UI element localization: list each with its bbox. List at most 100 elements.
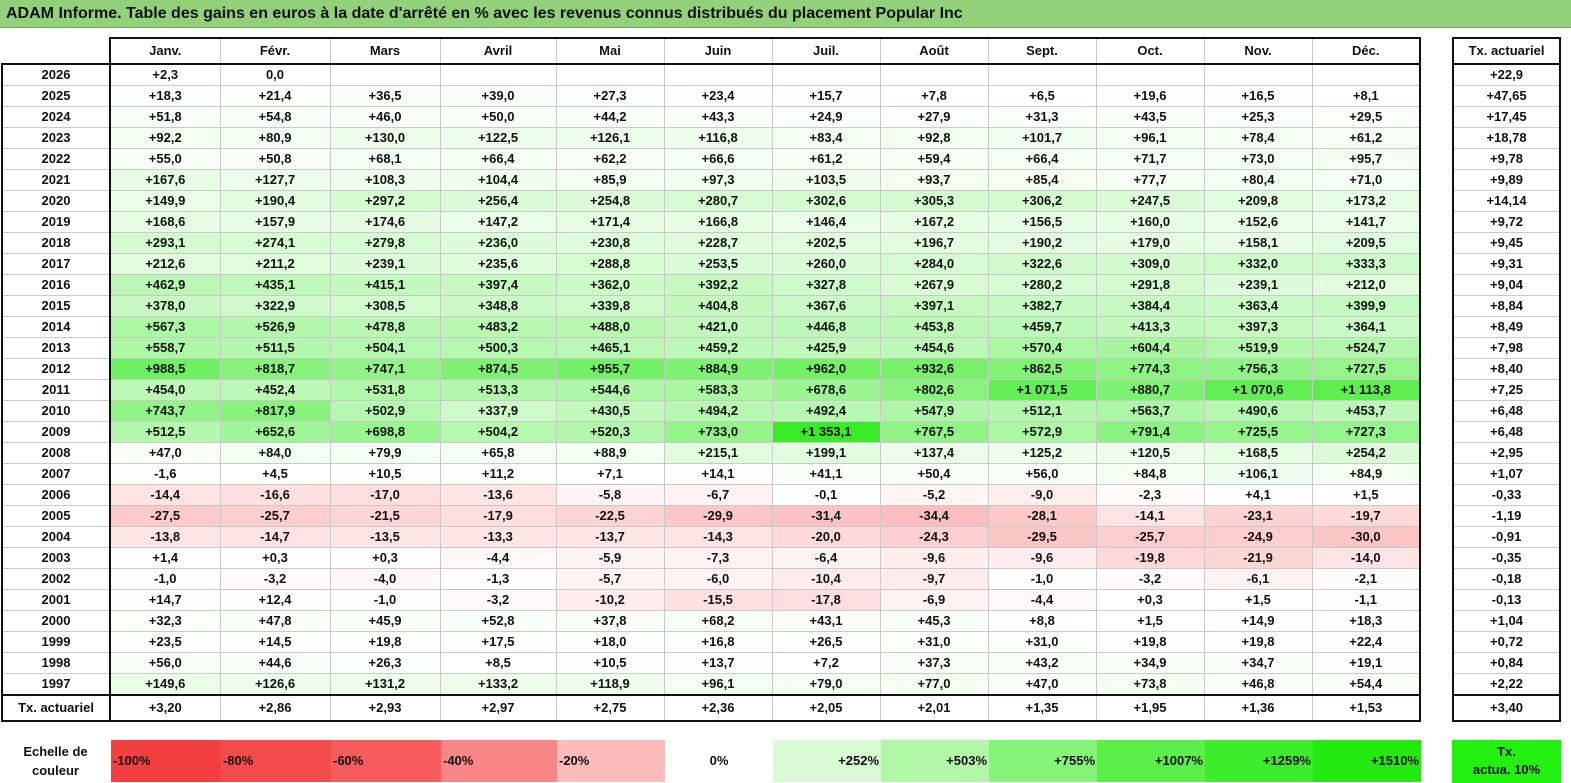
color-scale-swatch: -40%	[441, 740, 557, 782]
gain-cell: +209,8	[1203, 190, 1313, 212]
footer-rate-cell: +1,95	[1095, 694, 1205, 722]
gain-cell: -5,9	[555, 547, 665, 569]
gain-cell: -6,1	[1203, 568, 1313, 590]
gain-cell: +62,2	[555, 148, 665, 170]
side-row-2005: -1,19	[1452, 505, 1561, 527]
gain-cell: +239,1	[329, 253, 441, 275]
gain-cell: -24,3	[879, 526, 989, 548]
year-label: 2021	[1, 169, 111, 191]
gain-cell: +212,6	[109, 253, 221, 275]
gain-cell: +1 113,8	[1311, 379, 1421, 401]
gain-cell: +190,4	[219, 190, 331, 212]
side-row-2011: +7,25	[1452, 379, 1561, 401]
gain-cell: -2,1	[1311, 568, 1421, 590]
gain-cell: +0,3	[329, 547, 441, 569]
gain-cell: +52,8	[439, 610, 557, 632]
gain-cell: +880,7	[1095, 379, 1205, 401]
gain-cell: +817,9	[219, 400, 331, 422]
gain-cell: -0,1	[771, 484, 881, 506]
side-row-2017: +9,31	[1452, 253, 1561, 275]
month-header-mai: Mai	[555, 37, 665, 65]
gain-cell: +211,2	[219, 253, 331, 275]
gain-cell: +10,5	[555, 652, 665, 674]
actuarial-rate-cell: +9,04	[1452, 274, 1561, 296]
gain-cell: +478,8	[329, 316, 441, 338]
gain-cell: +14,9	[1203, 610, 1313, 632]
year-label: 2023	[1, 127, 111, 149]
year-row-2001: 2001 +14,7 +12,4 -1,0 -3,2 -10,2 -15,5 -17,8 -6,…	[1, 589, 1421, 611]
gain-cell: +13,7	[663, 652, 773, 674]
month-header-juin: Juin	[663, 37, 773, 65]
gain-cell: +85,4	[987, 169, 1097, 191]
gain-cell: +73,0	[1203, 148, 1313, 170]
gain-cell: +1,4	[109, 547, 221, 569]
gain-cell: +511,5	[219, 337, 331, 359]
year-row-2009: 2009 +512,5 +652,6 +698,8 +504,2 +520,3 +733,0…	[1, 421, 1421, 443]
gain-cell: -1,0	[329, 589, 441, 611]
side-row-1997: +2,22	[1452, 673, 1561, 696]
actuarial-rate-cell: +8,40	[1452, 358, 1561, 380]
gain-cell: +23,4	[663, 85, 773, 107]
gain-cell: +453,8	[879, 316, 989, 338]
side-row-2003: -0,35	[1452, 547, 1561, 569]
gain-cell: +488,0	[555, 316, 665, 338]
gain-cell: +125,2	[987, 442, 1097, 464]
gain-cell: +126,1	[555, 127, 665, 149]
gain-cell: +430,5	[555, 400, 665, 422]
year-label: 2006	[1, 484, 111, 506]
gain-cell: +22,4	[1311, 631, 1421, 653]
gain-cell: +50,8	[219, 148, 331, 170]
gain-cell: +50,4	[879, 463, 989, 485]
gain-cell: +46,0	[329, 106, 441, 128]
side-row-2014: +8,49	[1452, 316, 1561, 338]
gain-cell: +520,3	[555, 421, 665, 443]
gain-cell: +293,1	[109, 232, 221, 254]
gain-cell: -23,1	[1203, 505, 1313, 527]
gain-cell: +348,8	[439, 295, 557, 317]
gain-cell: +61,2	[1311, 127, 1421, 149]
side-row-2009: +6,48	[1452, 421, 1561, 443]
gain-cell: +34,7	[1203, 652, 1313, 674]
month-header-oct: Oct.	[1095, 37, 1205, 65]
gain-cell: -9,6	[879, 547, 989, 569]
year-label: 2022	[1, 148, 111, 170]
color-scale-swatch: +252%	[773, 740, 881, 782]
gain-cell: +256,4	[439, 190, 557, 212]
gain-cell: +698,8	[329, 421, 441, 443]
side-row-1998: +0,84	[1452, 652, 1561, 674]
actuarial-rate-cell: -1,19	[1452, 505, 1561, 527]
gain-cell: +239,1	[1203, 274, 1313, 296]
year-label: 2015	[1, 295, 111, 317]
gain-cell: +4,5	[219, 463, 331, 485]
side-row-2025: +47,65	[1452, 85, 1561, 107]
gain-cell: +79,0	[771, 673, 881, 696]
gain-cell: +45,3	[879, 610, 989, 632]
gain-cell: +79,9	[329, 442, 441, 464]
gain-cell: +309,0	[1095, 253, 1205, 275]
gain-cell: -14,4	[109, 484, 221, 506]
gain-cell: +36,5	[329, 85, 441, 107]
year-row-2019: 2019 +168,6 +157,9 +174,6 +147,2 +171,4 +166,8…	[1, 211, 1421, 233]
gain-cell: +932,6	[879, 358, 989, 380]
gain-cell: -7,3	[663, 547, 773, 569]
gain-cell: +18,3	[1311, 610, 1421, 632]
side-row-2021: +9,89	[1452, 169, 1561, 191]
gain-cell: +367,6	[771, 295, 881, 317]
footer-rate-cell: +2,01	[879, 694, 989, 722]
gain-cell: +260,0	[771, 253, 881, 275]
gain-cell: +43,5	[1095, 106, 1205, 128]
gain-cell: +68,2	[663, 610, 773, 632]
gain-cell: +727,5	[1311, 358, 1421, 380]
gain-cell: +531,8	[329, 379, 441, 401]
gain-cell: +19,8	[329, 631, 441, 653]
gain-cell: -16,6	[219, 484, 331, 506]
gain-cell: -28,1	[987, 505, 1097, 527]
gain-cell: +504,2	[439, 421, 557, 443]
gain-cell: -3,2	[1095, 568, 1205, 590]
actuarial-rate-legend-line2: actua. 10%	[1472, 762, 1541, 777]
gain-cell: +46,8	[1203, 673, 1313, 696]
footer-label: Tx. actuariel	[1, 694, 111, 722]
gain-cell: -1,0	[987, 568, 1097, 590]
side-row-2018: +9,45	[1452, 232, 1561, 254]
year-row-2005: 2005 -27,5 -25,7 -21,5 -17,9 -22,5 -29,9 -31,4-…	[1, 505, 1421, 527]
